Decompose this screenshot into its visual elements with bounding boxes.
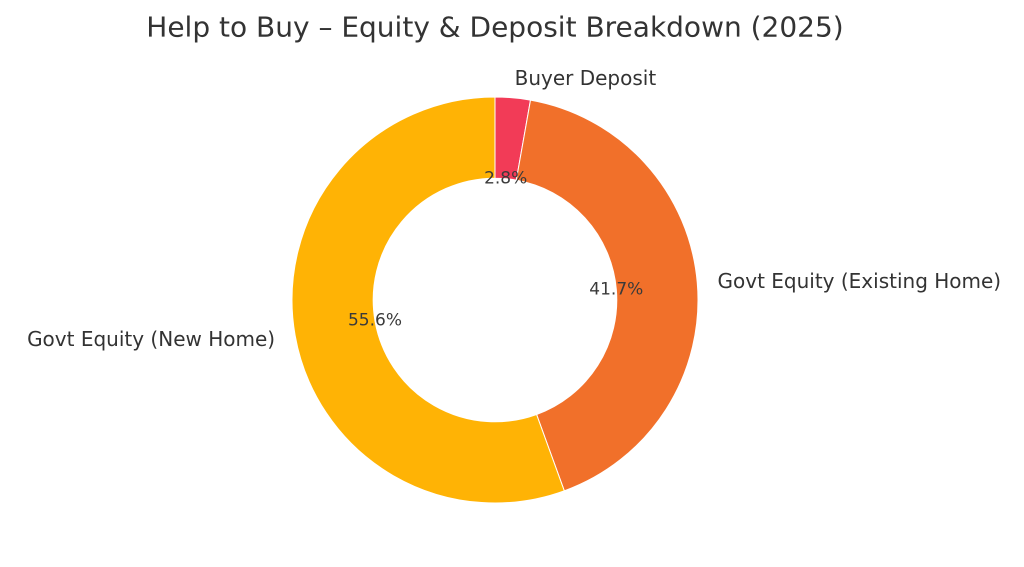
pie-slice-2	[291, 96, 565, 504]
pct-label: 41.7%	[589, 279, 644, 299]
pct-label: 55.6%	[347, 310, 403, 331]
slice-label: Govt Equity (New Home)	[27, 326, 276, 351]
slice-label: Buyer Deposit	[514, 65, 657, 90]
slice-label: Govt Equity (Existing Home)	[717, 268, 1002, 293]
pct-label: 2.8%	[484, 168, 528, 189]
pie-slice-1	[515, 99, 699, 492]
chart-title: Help to Buy – Equity & Deposit Breakdown…	[146, 10, 844, 44]
